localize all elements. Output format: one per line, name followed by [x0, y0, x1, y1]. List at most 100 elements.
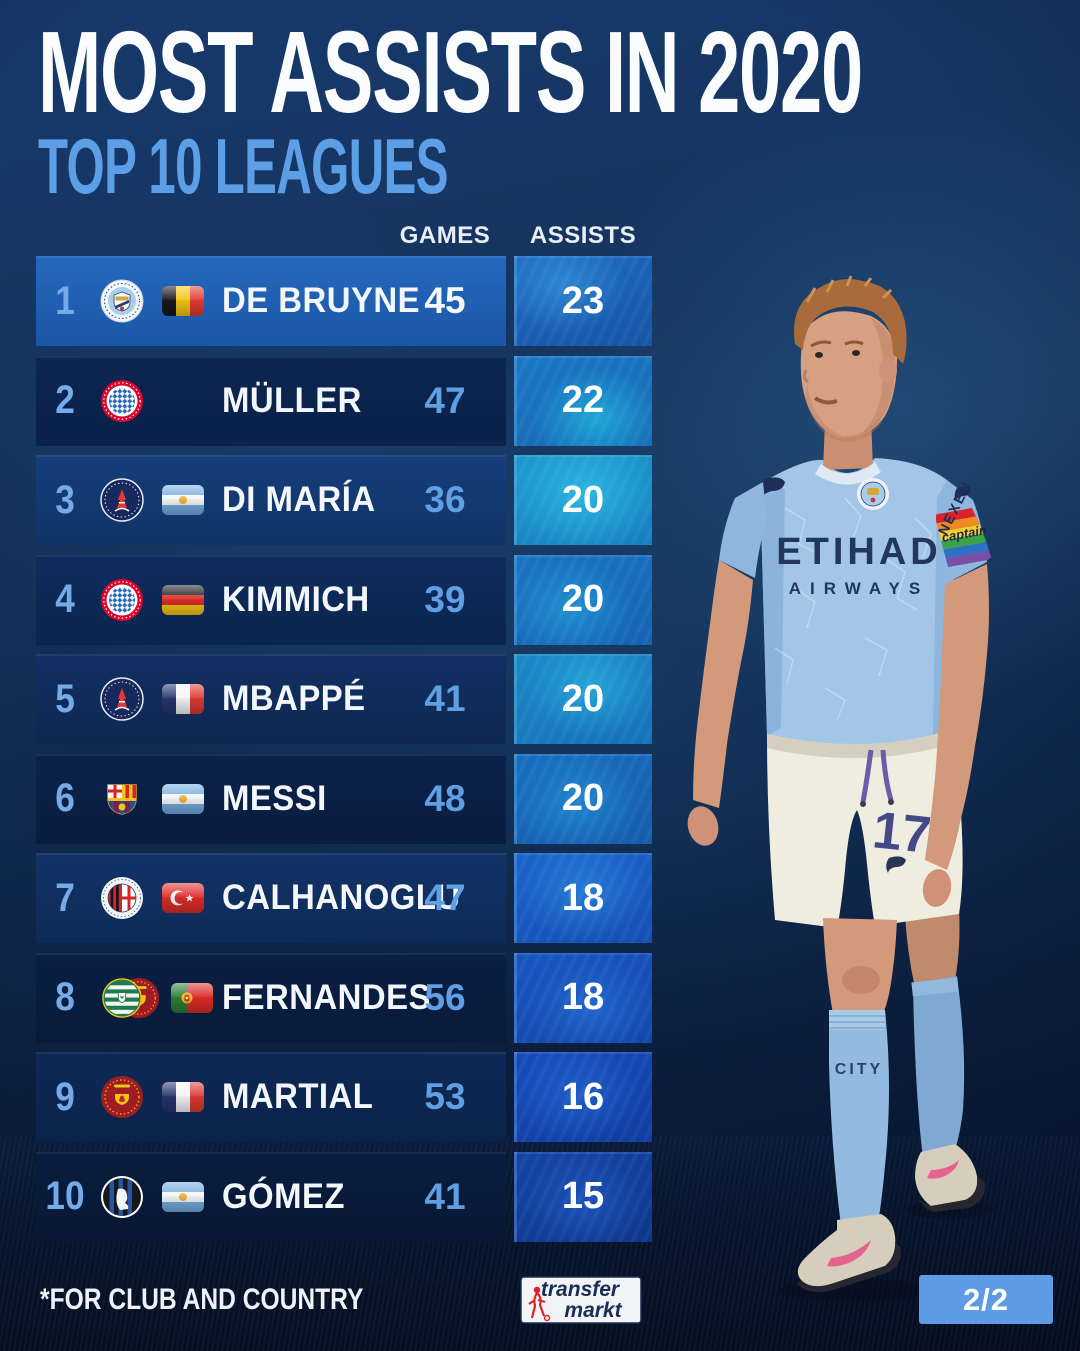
assists-cell: 20	[514, 455, 652, 545]
table-row: 10	[36, 1151, 652, 1242]
club-badge-sporting-cp-icon	[102, 977, 142, 1018]
assists-cell: 20	[514, 654, 652, 744]
rank-label: 5	[55, 676, 75, 721]
flag-france-icon	[162, 684, 204, 714]
table-row: 3	[36, 455, 652, 545]
table-row: 9	[36, 1052, 652, 1142]
assists-value: 22	[561, 379, 605, 421]
club-badge-atalanta-icon	[101, 1175, 143, 1218]
games-value: 36	[424, 479, 466, 520]
flag-argentina-icon	[162, 485, 204, 515]
player-name: MBAPPÉ	[222, 679, 366, 718]
kevin-de-bruyne-photo: ETIHAD AIRWAYS 17 captain NEXEN	[687, 275, 995, 1301]
row-main: 5	[36, 654, 506, 744]
column-header-games: GAMES	[399, 222, 491, 249]
row-main: 8	[36, 952, 506, 1043]
club-badge-manchester-united-icon	[101, 1076, 143, 1118]
row-main: 7	[36, 853, 506, 943]
club-badge-manchester-city-icon	[100, 279, 144, 323]
row-main: 6	[36, 753, 506, 844]
rank-label: 1	[55, 278, 75, 323]
transfermarkt-logo: transfer markt	[520, 1276, 642, 1324]
club-badge-ac-milan-icon	[101, 877, 143, 919]
footnote: *FOR CLUB AND COUNTRY	[40, 1283, 364, 1316]
man-city-crest-icon	[857, 478, 889, 510]
flag-argentina-icon	[162, 1181, 204, 1212]
row-main: 10	[36, 1151, 506, 1242]
transfermarkt-logo-line2: markt	[564, 1299, 622, 1322]
assists-value: 18	[561, 876, 605, 919]
assists-cell: 16	[514, 1052, 652, 1142]
club-badge-bayern-munich-icon	[101, 578, 143, 621]
assists-value: 16	[561, 1075, 605, 1118]
flag-france-icon	[162, 1082, 204, 1112]
shorts-number: 17	[870, 801, 934, 865]
games-value: 41	[424, 1175, 466, 1217]
table-row: 4 KIMMICH	[36, 554, 652, 645]
rank-label: 9	[55, 1074, 75, 1119]
transfermarkt-logo-line1: transfer	[541, 1278, 621, 1301]
column-header-assists: ASSISTS	[529, 222, 637, 249]
player-name: MESSI	[222, 778, 327, 818]
assists-value: 18	[561, 976, 605, 1018]
page-title: MOST ASSISTS IN 2020	[38, 7, 863, 137]
table-row: 1	[36, 256, 652, 346]
table-row: 7	[36, 853, 652, 943]
assists-cell: 23	[514, 256, 652, 346]
flag-argentina-icon	[162, 783, 204, 814]
club-badge-psg-icon	[100, 478, 144, 522]
club-badge-barcelona-icon	[107, 783, 137, 815]
row-main: 9	[36, 1052, 506, 1142]
player-name: GÓMEZ	[222, 1176, 345, 1216]
flag-turkey-icon	[162, 883, 204, 913]
club-badge-bayern-munich-icon	[101, 379, 143, 422]
player-name: DI MARÍA	[222, 480, 376, 519]
games-value: 53	[424, 1076, 466, 1117]
rank-label: 10	[45, 1174, 85, 1218]
rank-label: 4	[55, 577, 75, 621]
assists-cell: 20	[514, 554, 652, 645]
rank-label: 3	[55, 477, 75, 522]
row-main: 4 KIMMICH	[36, 554, 506, 645]
assists-value: 15	[561, 1175, 605, 1217]
games-value: 47	[424, 379, 466, 421]
club-badge-psg-icon	[100, 677, 144, 721]
games-value: 39	[424, 578, 466, 620]
jersey-sponsor-subtext: AIRWAYS	[789, 579, 929, 598]
games-value: 41	[424, 678, 466, 719]
ranking-table: 1	[36, 256, 652, 1251]
assists-value: 20	[561, 578, 605, 620]
games-value: 47	[424, 877, 466, 918]
assists-value: 23	[561, 279, 605, 322]
page-subtitle: TOP 10 LEAGUES	[38, 122, 449, 210]
table-row: 5	[36, 654, 652, 744]
table-row: 8	[36, 952, 652, 1043]
row-main: 3	[36, 455, 506, 545]
row-main: 2 MÜLLER 47	[36, 355, 506, 446]
assists-value: 20	[561, 677, 605, 720]
row-main: 1	[36, 256, 506, 346]
table-row: 2 MÜLLER 47 22	[36, 355, 652, 446]
games-value: 56	[424, 976, 466, 1018]
sock-text: CITY	[835, 1061, 883, 1078]
rank-label: 8	[55, 975, 75, 1019]
table-row: 6	[36, 753, 652, 844]
assists-cell: 18	[514, 952, 652, 1043]
flag-germany-icon	[162, 584, 204, 615]
games-value: 45	[424, 280, 466, 321]
assists-cell: 22	[514, 355, 652, 446]
flag-belgium-icon	[162, 286, 204, 316]
flag-portugal-icon	[171, 982, 213, 1013]
assists-cell: 18	[514, 853, 652, 943]
rank-label: 7	[55, 875, 75, 920]
player-name: MÜLLER	[222, 380, 362, 420]
player-name: KIMMICH	[222, 579, 370, 619]
rank-label: 2	[55, 378, 75, 422]
games-value: 48	[424, 777, 466, 819]
page-number-badge: 2/2	[919, 1275, 1053, 1324]
assists-value: 20	[561, 777, 605, 819]
assists-cell: 15	[514, 1151, 652, 1242]
assists-cell: 20	[514, 753, 652, 844]
assists-value: 20	[561, 478, 605, 521]
